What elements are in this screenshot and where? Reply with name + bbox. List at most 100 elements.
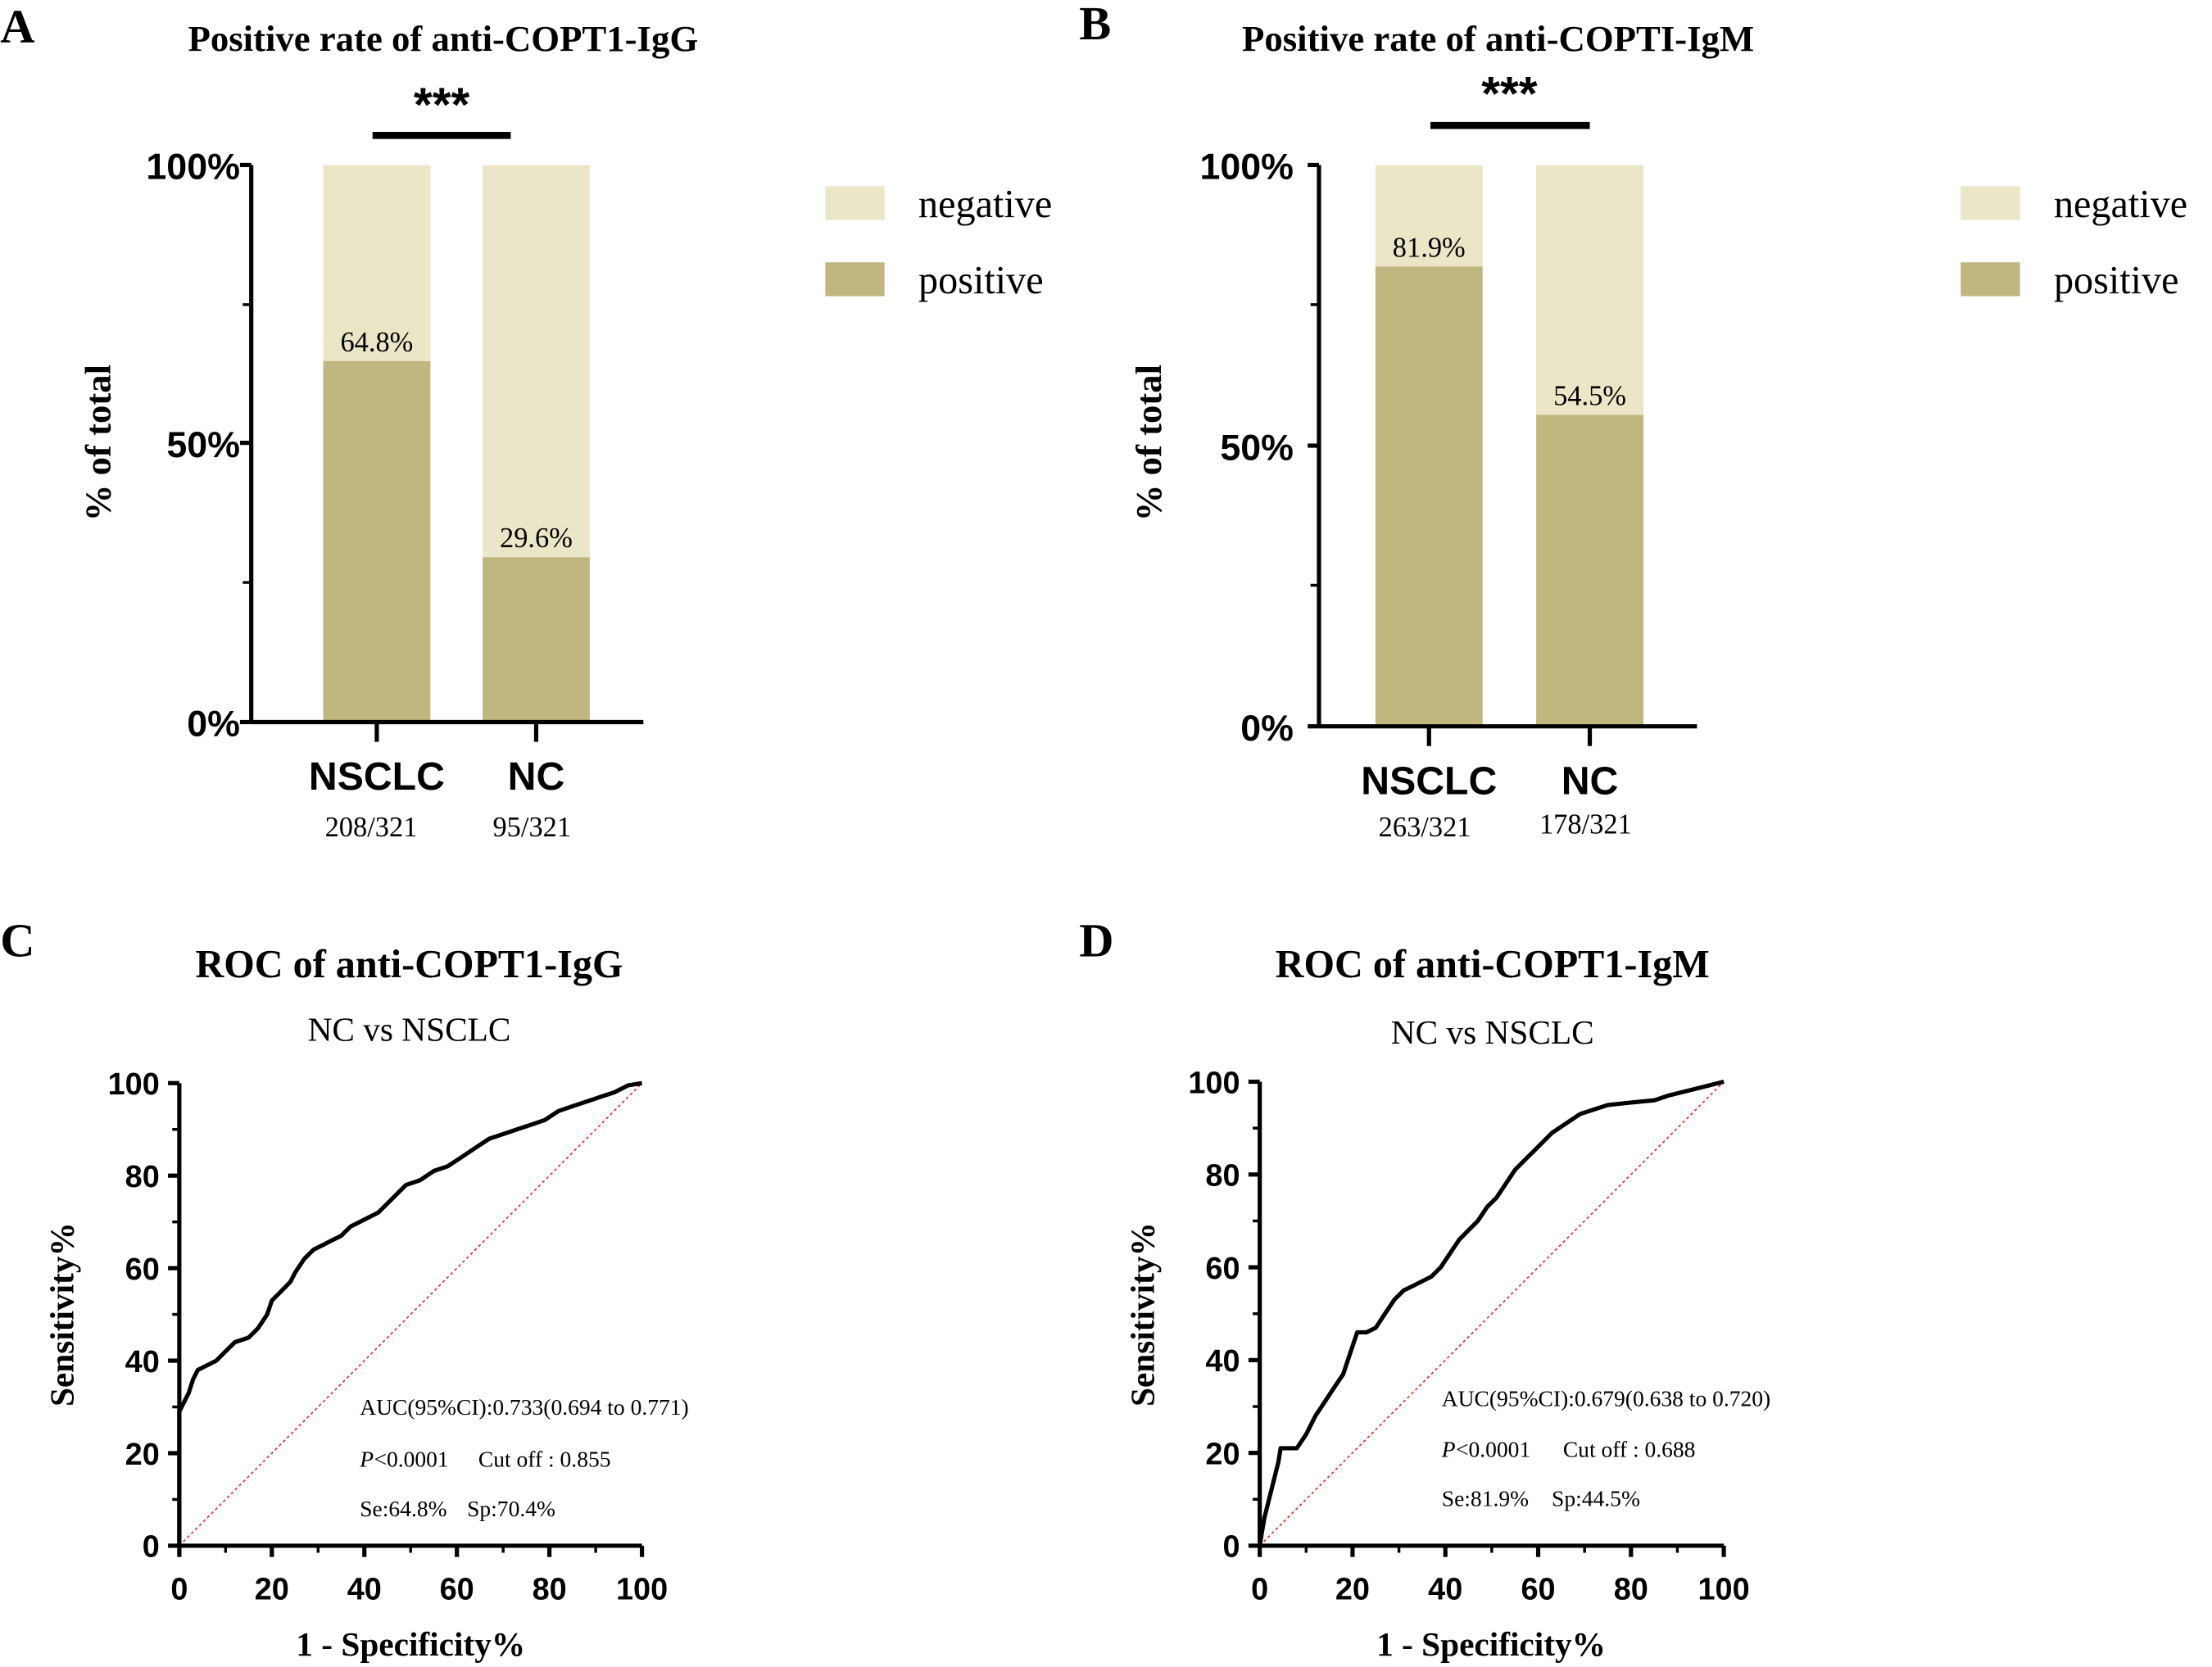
bar-positive-nsclc-a [323, 360, 431, 723]
y-tick-label-60-d: 60 [1205, 1252, 1240, 1286]
legend-label-negative-b: negative [2054, 183, 2187, 226]
category-label-nc-a: NC [508, 754, 565, 799]
x-axis-label-d: 1 - Specificity% [1376, 1625, 1606, 1663]
y-tick-label-40-c: 40 [125, 1345, 160, 1379]
y-tick-label-60-c: 60 [125, 1253, 160, 1287]
y-tick-label-100-b: 100% [1200, 147, 1294, 188]
specificity-annotation-c: Sp:70.4% [467, 1496, 555, 1521]
x-tick-label-80-d: 80 [1614, 1572, 1648, 1606]
data-label-nsclc-a: 64.8% [340, 327, 413, 358]
bar-positive-nsclc-b [1375, 266, 1483, 727]
x-tick-label-100-c: 100 [616, 1572, 668, 1606]
category-label-nsclc-a: NSCLC [309, 754, 445, 799]
category-label-nsclc-b: NSCLC [1361, 759, 1497, 803]
chart-d-subtitle: NC vs NSCLC [1391, 1013, 1594, 1051]
y-tick-label-100-c: 100 [108, 1067, 160, 1102]
p-value-prefix-c: P [359, 1447, 374, 1472]
bar-negative-nc-b [1536, 165, 1643, 415]
y-axis-label-d: Sensitivity% [1124, 1222, 1162, 1407]
roc-curve-c [177, 1080, 642, 1546]
significance-stars-a: *** [414, 79, 470, 132]
chart-a-title: Positive rate of anti-COPT1-IgG [188, 18, 698, 59]
legend-label-positive-a: positive [918, 259, 1044, 302]
y-tick-label-80-c: 80 [125, 1160, 160, 1194]
y-tick-label-0-b: 0% [1240, 708, 1294, 749]
roc-curve-d [1258, 1080, 1725, 1547]
p-value-d: <0.0001 [1456, 1436, 1530, 1461]
data-label-nc-b: 54.5% [1553, 380, 1626, 411]
chart-c-subtitle: NC vs NSCLC [308, 1011, 511, 1049]
chart-c-title: ROC of anti-COPT1-IgG [195, 943, 623, 986]
count-label-nsclc-a: 208/321 [325, 812, 418, 843]
panel-c: C ROC of anti-COPT1-IgG NC vs NSCLC 0 20 4… [0, 913, 688, 1663]
bar-negative-nsclc-b [1375, 165, 1483, 267]
ticks-c: 0 20 40 60 80 100 0 20 40 60 80 100 [108, 1067, 669, 1606]
count-label-nsclc-b: 263/321 [1379, 812, 1471, 843]
count-label-nc-a: 95/321 [492, 812, 571, 843]
y-tick-label-0-d: 0 [1222, 1530, 1240, 1565]
panel-label-d: D [1079, 913, 1113, 967]
panel-b: B Positive rate of anti-COPTI-IgM *** 81… [1079, 0, 2187, 843]
sensitivity-annotation-c: Se:64.8% [360, 1496, 446, 1521]
y-axis-label-a: % of total [78, 365, 119, 521]
legend-label-negative-a: negative [918, 183, 1052, 226]
cutoff-annotation-c: Cut off : 0.855 [478, 1447, 611, 1472]
y-tick-label-100-a: 100% [146, 147, 239, 188]
data-label-nsclc-b: 81.9% [1393, 232, 1466, 263]
y-tick-label-50-a: 50% [166, 424, 240, 465]
legend-swatch-positive-a [825, 262, 885, 297]
x-axis-label-c: 1 - Specificity% [296, 1625, 525, 1663]
x-tick-label-0-d: 0 [1251, 1572, 1268, 1606]
legend-swatch-positive-b [1960, 262, 2020, 297]
legend-label-positive-b: positive [2054, 259, 2179, 302]
specificity-annotation-d: Sp:44.5% [1552, 1486, 1640, 1511]
y-tick-label-20-d: 20 [1205, 1437, 1240, 1471]
bars-b: 81.9% 54.5% [1375, 165, 1643, 727]
reference-diagonal-d [1259, 1080, 1725, 1547]
y-axis-label-c: Sensitivity% [43, 1222, 81, 1407]
legend-swatch-negative-a [825, 186, 885, 220]
x-tick-label-40-d: 40 [1428, 1572, 1462, 1606]
significance-stars-b: *** [1481, 67, 1538, 120]
panel-d: D ROC of anti-COPT1-IgM NC vs NSCLC 0 20 4… [1079, 913, 1770, 1663]
p-value-c: <0.0001 [374, 1447, 448, 1472]
y-axis-label-b: % of total [1128, 365, 1169, 521]
x-tick-label-100-d: 100 [1698, 1572, 1750, 1606]
p-value-prefix-d: P [1441, 1436, 1456, 1461]
count-label-nc-b: 178/321 [1539, 809, 1632, 840]
x-tick-label-0-c: 0 [170, 1572, 188, 1606]
cutoff-annotation-d: Cut off : 0.688 [1563, 1436, 1696, 1461]
reference-diagonal-c [179, 1082, 643, 1547]
ticks-d: 0 20 40 60 80 100 0 20 40 60 80 100 [1188, 1066, 1749, 1606]
legend-swatch-negative-b [1960, 186, 2020, 220]
y-tick-label-0-c: 0 [143, 1530, 160, 1565]
panel-label-a: A [0, 0, 34, 53]
x-tick-label-60-c: 60 [440, 1572, 474, 1606]
auc-annotation-c: AUC(95%CI):0.733(0.694 to 0.771) [360, 1394, 688, 1420]
bars-a: 64.8% 29.6% [323, 165, 590, 723]
x-tick-label-20-d: 20 [1335, 1572, 1370, 1606]
x-tick-label-20-c: 20 [255, 1572, 289, 1606]
y-tick-label-50-b: 50% [1220, 427, 1294, 468]
bar-positive-nc-a [483, 557, 590, 723]
category-label-nc-b: NC [1562, 759, 1619, 803]
y-tick-label-100-d: 100 [1188, 1066, 1240, 1100]
panel-a: A Positive rate of anti-COPT1-IgG *** 64… [0, 0, 1052, 843]
chart-d-title: ROC of anti-COPT1-IgM [1276, 943, 1710, 986]
bar-negative-nc-a [483, 165, 590, 558]
y-tick-label-20-c: 20 [125, 1438, 160, 1472]
x-tick-label-80-c: 80 [533, 1572, 567, 1606]
x-tick-label-40-c: 40 [347, 1572, 382, 1606]
panel-label-c: C [0, 913, 34, 967]
y-tick-label-40-d: 40 [1205, 1344, 1240, 1379]
y-tick-label-0-a: 0% [187, 704, 240, 745]
y-tick-label-80-d: 80 [1205, 1159, 1240, 1194]
bar-negative-nsclc-a [323, 165, 431, 361]
x-tick-label-60-d: 60 [1521, 1572, 1555, 1606]
panel-label-b: B [1079, 0, 1111, 50]
auc-annotation-d: AUC(95%CI):0.679(0.638 to 0.720) [1442, 1385, 1770, 1411]
chart-b-title: Positive rate of anti-COPTI-IgM [1242, 18, 1754, 59]
sensitivity-annotation-d: Se:81.9% [1442, 1486, 1529, 1511]
bar-positive-nc-b [1536, 414, 1643, 727]
